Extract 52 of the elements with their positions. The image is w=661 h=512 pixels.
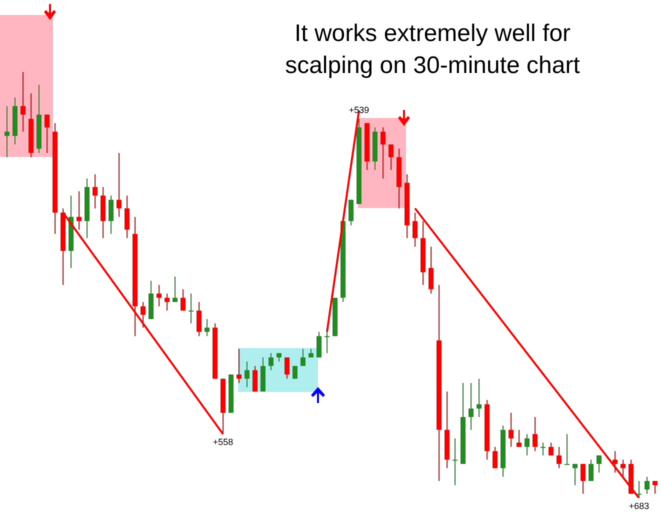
candlestick — [196, 302, 202, 337]
candlestick — [244, 361, 250, 388]
candlestick — [596, 454, 602, 473]
candlestick — [380, 126, 386, 179]
candlestick — [180, 288, 186, 312]
candlestick — [236, 348, 242, 384]
annotation: +683 — [628, 501, 650, 511]
candlestick — [300, 348, 306, 366]
annotation: +558 — [212, 437, 234, 448]
candlestick — [388, 144, 394, 170]
candlestick — [452, 438, 458, 486]
candlestick — [524, 434, 530, 456]
candlestick — [4, 106, 10, 158]
candlestick — [588, 459, 594, 482]
candlestick — [492, 446, 498, 469]
candlestick — [108, 195, 114, 234]
candlestick — [612, 450, 618, 473]
candlestick — [532, 416, 538, 452]
chart-title: It works extremely well for scalping on 30-minute chart — [284, 19, 581, 81]
candlestick — [324, 331, 330, 354]
candlestick — [140, 302, 146, 328]
candlestick — [572, 463, 578, 486]
candlestick — [284, 356, 290, 380]
candlestick — [188, 293, 194, 324]
candlestick — [252, 365, 258, 392]
candlestick — [564, 434, 570, 465]
candlestick — [204, 318, 210, 337]
candlestick — [76, 190, 82, 230]
candlestick — [172, 276, 178, 303]
annotation: +539 — [348, 104, 370, 115]
candlestick — [476, 378, 482, 418]
candlestick — [556, 446, 562, 469]
candlestick — [580, 463, 586, 494]
candlestick — [92, 174, 98, 209]
candlestick — [268, 352, 274, 371]
candlestick — [20, 72, 26, 132]
candlestick — [620, 459, 626, 478]
candlestick — [428, 246, 434, 294]
candlestick — [548, 442, 554, 456]
candlestick — [124, 195, 130, 239]
candlestick — [508, 412, 514, 448]
candlestick — [644, 476, 650, 494]
candlestick — [316, 331, 322, 358]
candlestick — [652, 480, 658, 494]
candlestick — [516, 429, 522, 448]
candlestick — [540, 442, 546, 456]
candlestick — [468, 382, 474, 430]
candlestick — [156, 284, 162, 307]
candlestick — [116, 152, 122, 218]
candlestick — [44, 114, 50, 154]
candlestick — [164, 293, 170, 312]
candlestick — [348, 199, 354, 226]
